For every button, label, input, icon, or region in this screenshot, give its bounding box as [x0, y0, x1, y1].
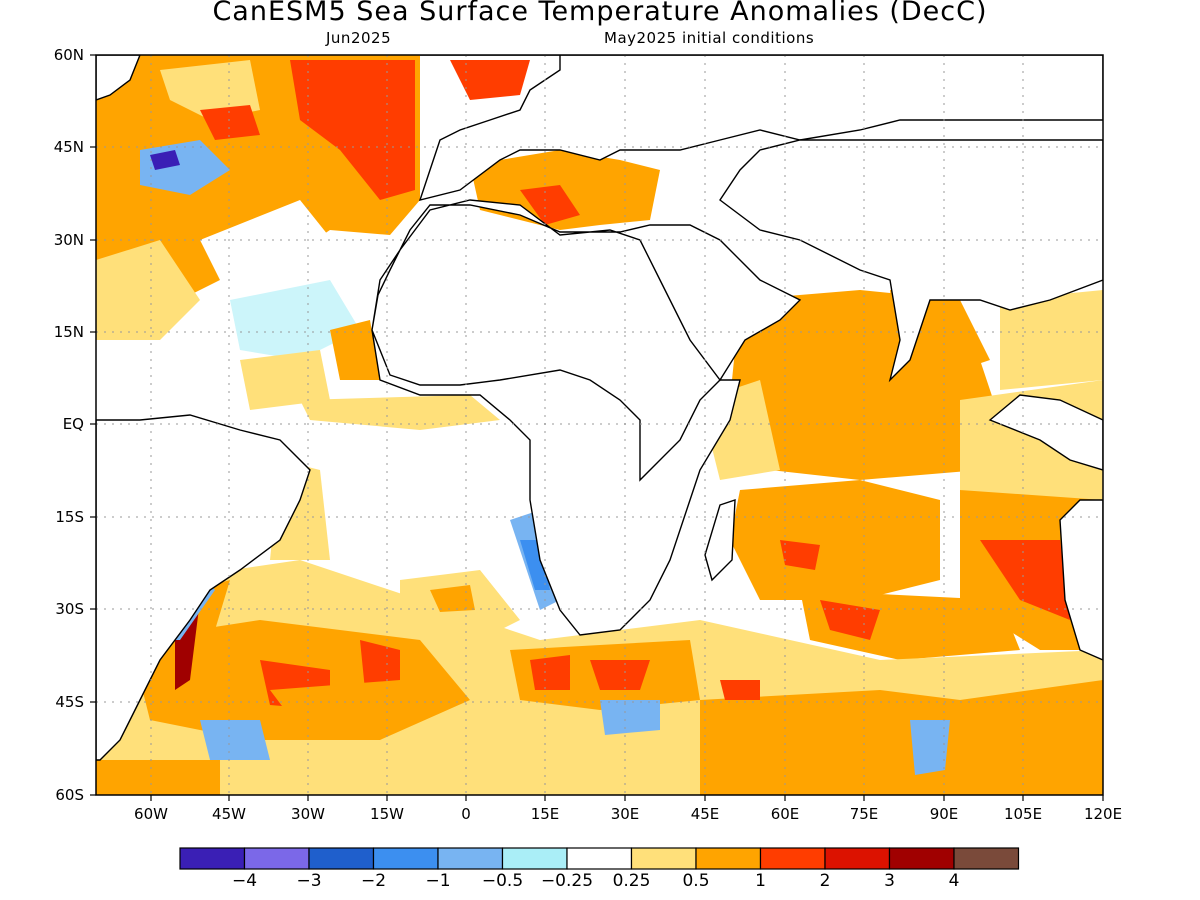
lon-label: 30W: [291, 805, 325, 823]
colorbar-label: 2: [819, 871, 831, 891]
colorbar-swatch: [953, 847, 1020, 870]
sst-anomaly-map: [90, 54, 1104, 801]
colorbar-swatch: [888, 847, 955, 870]
lon-label: 60E: [770, 805, 800, 823]
colorbar: [179, 847, 1020, 870]
colorbar-swatch: [437, 847, 504, 870]
colorbar-swatch: [179, 847, 246, 870]
colorbar-label: −2: [360, 871, 387, 891]
colorbar-label: 0.25: [612, 871, 651, 891]
colorbar-swatch: [501, 847, 568, 870]
map-title: CanESM5 Sea Surface Temperature Anomalie…: [212, 0, 988, 27]
lon-label: 120E: [1083, 805, 1123, 823]
lon-label: 60W: [134, 805, 168, 823]
colorbar-label: 0.5: [682, 871, 710, 891]
lon-label: 30E: [610, 805, 640, 823]
colorbar-swatch: [695, 847, 762, 870]
tick-marks: [90, 54, 1104, 801]
colorbar-swatch: [566, 847, 633, 870]
lon-label: 0: [461, 805, 471, 823]
colorbar-label: 3: [884, 871, 895, 891]
colorbar-label: 1: [755, 871, 766, 891]
lat-label: 15S: [55, 508, 84, 526]
lon-label: 45W: [212, 805, 246, 823]
colorbar-label: −0.5: [481, 871, 524, 891]
colorbar-swatch: [630, 847, 697, 870]
colorbar-swatch: [243, 847, 310, 870]
colorbar-label: −3: [296, 871, 322, 891]
initial-conditions: May2025 initial conditions: [604, 29, 815, 47]
map-frame: [95, 54, 1104, 796]
lat-label: 30S: [55, 600, 84, 618]
lat-label: 60N: [53, 46, 84, 64]
colorbar-label: 4: [948, 871, 960, 891]
lon-label: 105E: [1003, 805, 1043, 823]
lon-label: 15W: [370, 805, 404, 823]
colorbar-label: −4: [231, 871, 258, 891]
colorbar-swatch: [824, 847, 891, 870]
colorbar-label: −0.25: [540, 871, 594, 891]
lon-label: 75E: [849, 805, 879, 823]
lat-label: 15N: [53, 323, 84, 341]
lon-label: 90E: [929, 805, 959, 823]
lat-label: 45N: [53, 138, 84, 156]
lat-label: 60S: [55, 786, 84, 804]
land-masses: [96, 55, 1103, 761]
colorbar-swatch: [759, 847, 826, 870]
colorbar-label: −1: [425, 871, 451, 891]
forecast-month: Jun2025: [326, 29, 392, 47]
lat-label: 30N: [53, 231, 84, 249]
colorbar-swatch: [308, 847, 375, 870]
colorbar-swatch: [372, 847, 439, 870]
lat-label: 45S: [55, 693, 84, 711]
lon-label: 15E: [530, 805, 560, 823]
lat-label: EQ: [62, 415, 84, 433]
graticule: [96, 55, 1103, 795]
lon-label: 45E: [690, 805, 720, 823]
